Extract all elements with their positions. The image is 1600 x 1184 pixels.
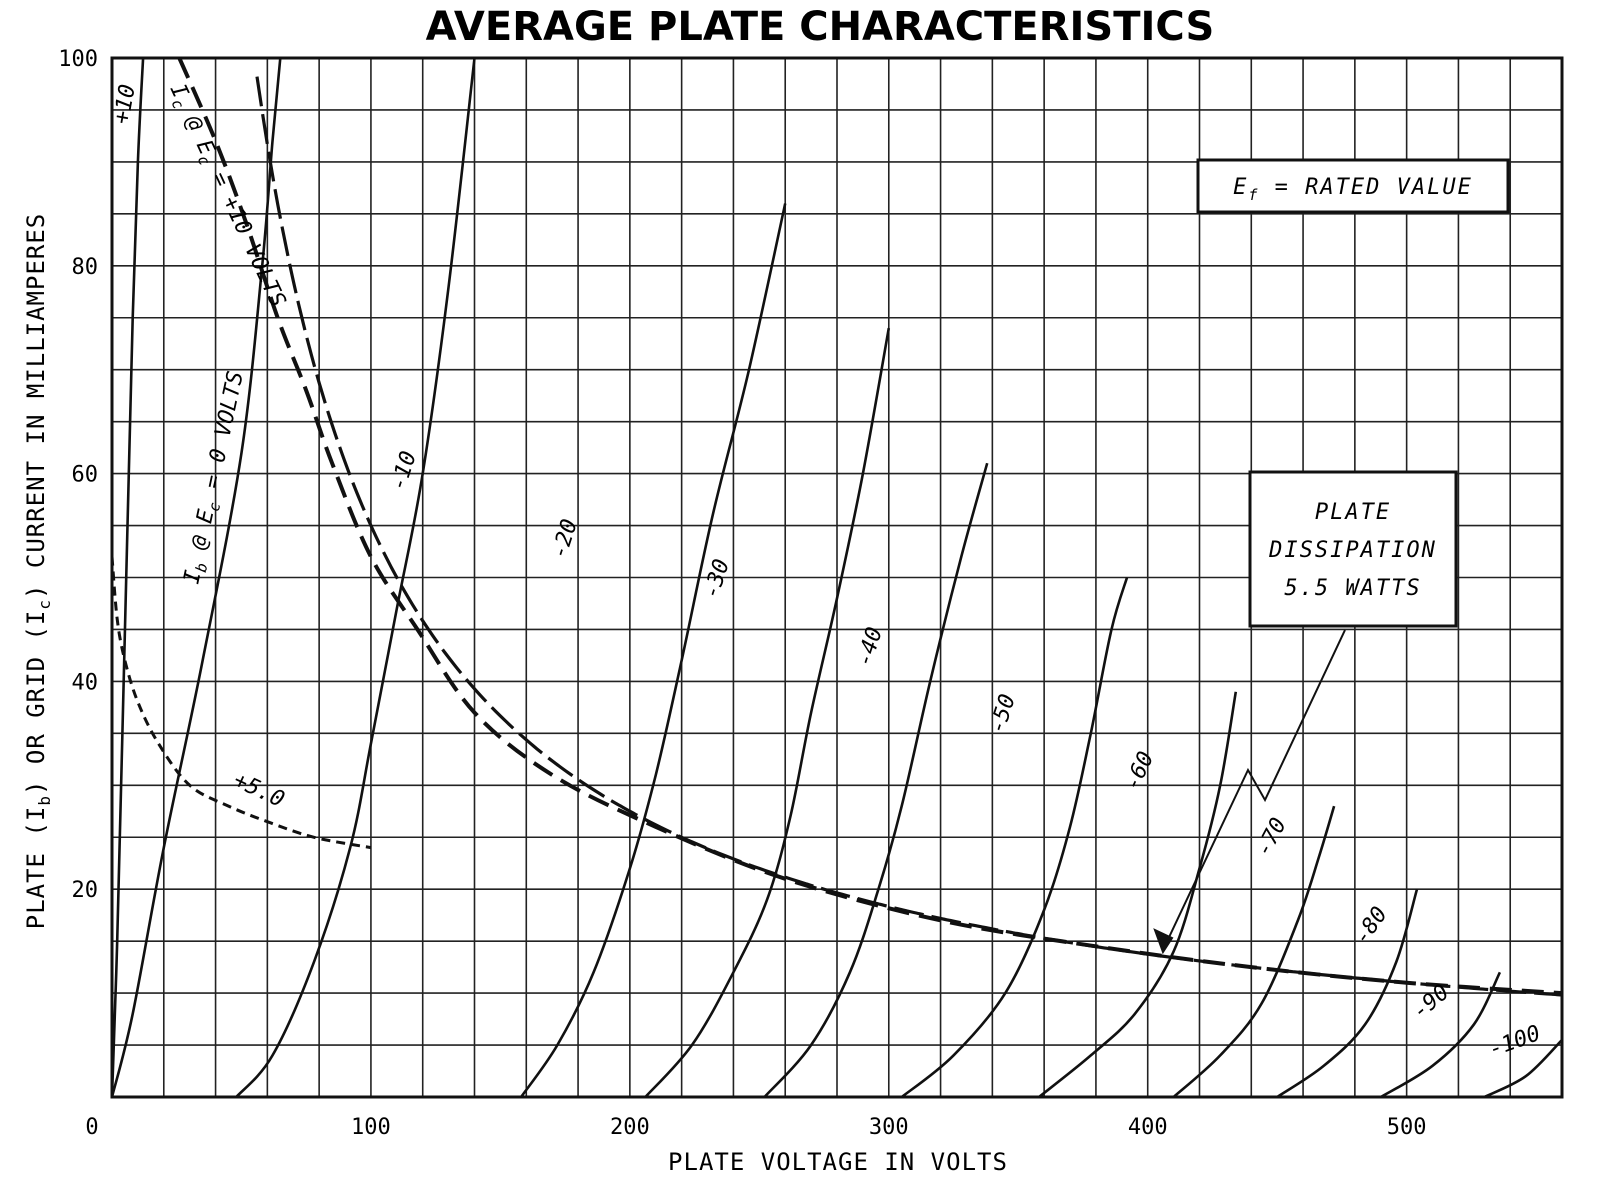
dissipation-arrow [1153,629,1346,955]
x-tick-label: 300 [869,1115,909,1140]
x-tick-label: 100 [351,1115,391,1140]
plate-curve-minus90 [1380,971,1502,1099]
plate-curve-minus20 [520,203,787,1098]
grid-current-curve-ic-ec-plus10-volts [177,57,1563,996]
chart-title: AVERAGE PLATE CHARACTERISTICS [426,4,1215,50]
filament-annotation: Ef = RATED VALUE [1196,158,1510,214]
y-tick-label: 100 [58,47,98,72]
svg-text:DISSIPATION: DISSIPATION [1268,538,1437,563]
svg-text:Ef = RATED VALUE: Ef = RATED VALUE [1233,175,1473,204]
y-tick-label: 20 [72,878,99,903]
curves [110,57,1563,1099]
plate-curve-ib-ec-0-volts [110,57,282,1098]
svg-text:PLATE: PLATE [1315,500,1391,525]
plate-curve-minus70 [1172,805,1336,1098]
plate-curve-minus80 [1276,888,1419,1099]
y-axis-label: PLATE (Ib) OR GRID (Ic) CURRENT IN MILLI… [22,213,54,930]
plate-curve-minus40 [763,462,989,1098]
x-tick-label: 500 [1387,1115,1427,1140]
y-tick-label: 40 [72,670,99,695]
y-axis-ticks: 20 40 60 80 100 [58,47,98,903]
plate-curve-plus10 [110,57,145,1098]
plate-curve-minus100 [1483,1038,1563,1099]
y-tick-label: 60 [72,463,99,488]
plate-curve-minus30 [644,327,891,1098]
plot-frame [110,56,1564,1099]
x-axis-label: PLATE VOLTAGE IN VOLTS [668,1148,1008,1176]
x-axis-ticks: 0 100 200 300 400 500 [85,1115,1426,1140]
y-tick-label: 80 [72,255,99,280]
x-tick-label: 200 [610,1115,650,1140]
dissipation-annotation: PLATE DISSIPATION 5.5 WATTS [1248,470,1458,628]
x-tick-label: 400 [1128,1115,1168,1140]
plate-curve-minus50 [900,577,1129,1099]
svg-text:5.5 WATTS: 5.5 WATTS [1284,576,1421,601]
plate-dissipation-curve [255,76,1563,997]
plate-curve-minus10 [235,57,476,1098]
grid [111,57,1563,1098]
x-tick-label: 0 [85,1115,98,1140]
plate-curve-minus60 [1038,691,1238,1099]
